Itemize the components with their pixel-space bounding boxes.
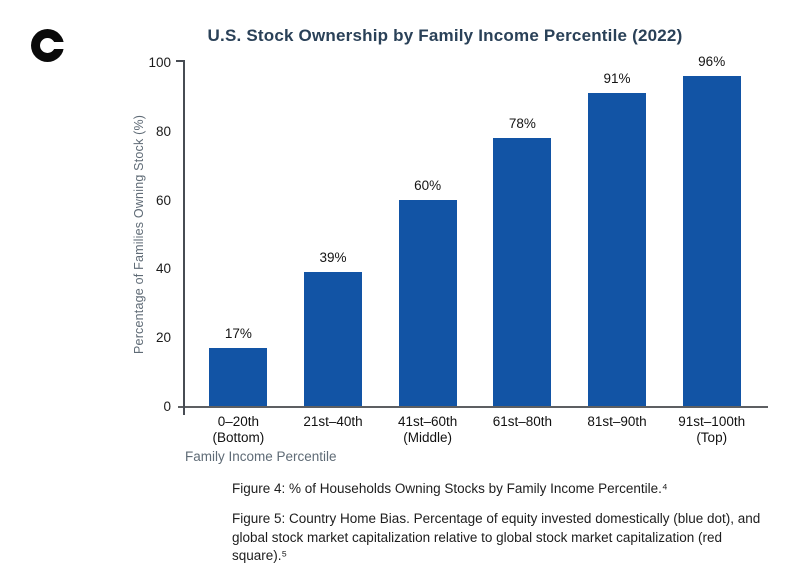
x-tick-label: 81st–90th xyxy=(587,414,647,429)
figure5-caption: Figure 5: Country Home Bias. Percentage … xyxy=(232,511,761,563)
x-tick-label: 91st–100th (Top) xyxy=(678,414,746,445)
x-axis-tick-labels: 0–20th (Bottom) 21st–40th 41st–60th (Middle)… xyxy=(191,414,759,446)
y-tick-label: 20 xyxy=(155,330,171,346)
bar-value-label: 39% xyxy=(319,249,347,265)
bar-column: 60% xyxy=(380,178,475,406)
y-tick-label: 0 xyxy=(163,399,171,414)
bar-chart-plot-area: 0 20 40 60 80 100 17% 39% 60% 78% 91% 96% xyxy=(148,54,768,415)
y-tick-label: 60 xyxy=(155,192,171,208)
bar-column: 17% xyxy=(191,326,286,406)
x-tick-label: 41st–60th (Middle) xyxy=(398,414,458,445)
bar xyxy=(304,271,362,406)
bar-value-label: 91% xyxy=(603,70,631,86)
bar xyxy=(588,92,647,406)
bar-value-label: 78% xyxy=(508,115,536,131)
bar-value-label: 96% xyxy=(698,53,726,69)
y-axis-label: Percentage of Families Owning Stock (%) xyxy=(132,114,146,354)
x-axis-line xyxy=(178,406,768,408)
x-tick-label: 21st–40th xyxy=(303,414,363,429)
y-tick-label: 100 xyxy=(148,55,171,70)
figure4-caption: Figure 4: % of Households Owning Stocks … xyxy=(232,481,668,496)
y-tick-label: 40 xyxy=(155,261,171,277)
bar-column: 91% xyxy=(570,71,665,406)
x-axis-title: Family Income Percentile xyxy=(185,449,337,464)
y-axis-line xyxy=(183,60,185,415)
bar-column: 96% xyxy=(664,54,759,406)
y-axis-ticks: 0 20 40 60 80 100 xyxy=(148,55,768,414)
x-tick-label: 61st–80th xyxy=(492,414,552,429)
bar xyxy=(493,137,552,406)
bar xyxy=(682,75,741,406)
bar xyxy=(209,347,268,406)
c-logo-notch xyxy=(52,42,65,49)
c-logo-hole xyxy=(40,38,55,53)
y-axis-top-tick xyxy=(176,60,183,62)
bar-column: 39% xyxy=(286,250,381,406)
bar-value-label: 17% xyxy=(224,325,252,341)
bar-series: 17% 39% 60% 78% 91% 96% xyxy=(191,54,759,406)
bar-column: 78% xyxy=(475,116,570,406)
chart-title: U.S. Stock Ownership by Family Income Pe… xyxy=(207,26,683,45)
y-tick-label: 80 xyxy=(155,123,171,139)
x-tick-label: 0–20th (Bottom) xyxy=(212,414,265,445)
brand-logo xyxy=(31,29,65,62)
bar xyxy=(398,199,457,406)
bar-value-label: 60% xyxy=(414,177,442,193)
